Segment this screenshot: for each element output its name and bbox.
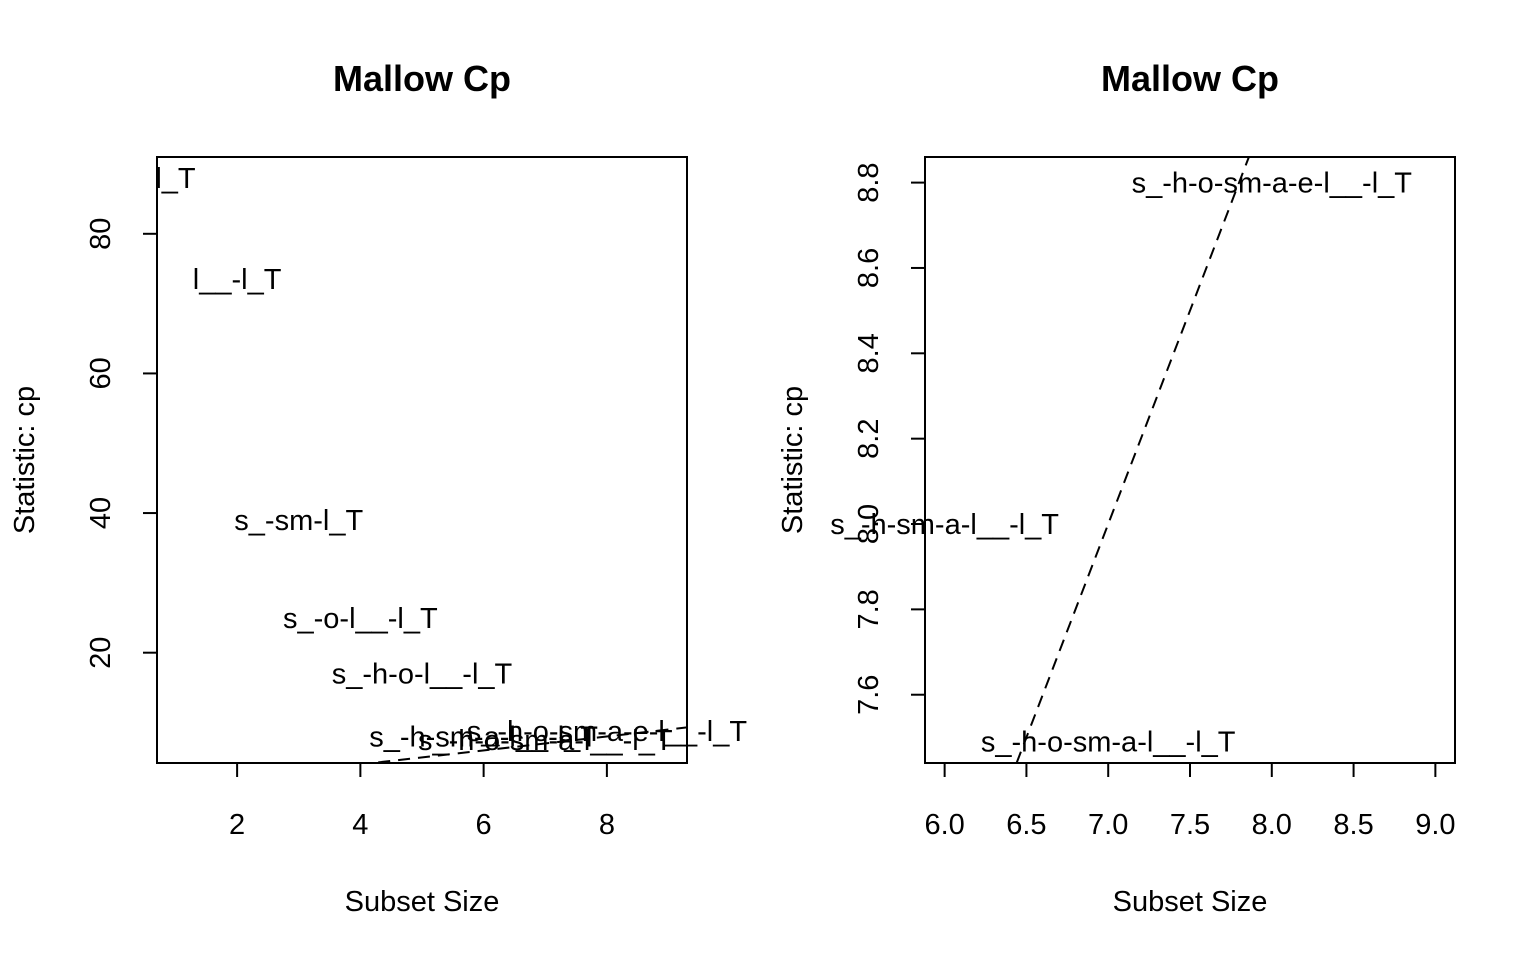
left-point-label: s_-sm-l_T (234, 505, 363, 537)
right-x-tick-label: 8.0 (1252, 809, 1292, 841)
right-y-tick-label: 8.4 (853, 333, 885, 373)
right-x-tick-label: 7.0 (1088, 809, 1128, 841)
right-y-tick-label: 8.6 (853, 248, 885, 288)
left-point-label: s_-h-sm-a-l__-l_T (369, 721, 598, 753)
right-x-tick-label: 9.0 (1415, 809, 1455, 841)
right-y-tick-label: 7.8 (853, 589, 885, 629)
left-y-ticks: 20 40 60 80 (85, 218, 157, 669)
right-y-ticks: 7.6 7.8 8.0 8.2 8.4 8.6 8.8 (853, 162, 925, 715)
left-x-tick-label: 2 (229, 809, 245, 841)
left-point-label: s_-o-l__-l_T (283, 603, 438, 635)
left-reference-line (363, 726, 687, 763)
left-point-label: s_-h-o-l__-l_T (332, 659, 513, 691)
right-point-label: s_-h-o-sm-a-e-l__-l_T (1132, 168, 1413, 200)
right-chart-panel: Mallow Cp Subset Size Statistic: cp 6.0 6… (777, 58, 1456, 918)
left-y-tick-label: 40 (85, 497, 117, 529)
left-point-label: l__-l_T (193, 264, 282, 296)
left-point-labels: l_T l__-l_T s_-sm-l_T s_-o-l__-l_T s_-h-o-l_… (155, 163, 747, 757)
left-chart-title: Mallow Cp (333, 58, 511, 99)
right-point-label: s_-h-o-sm-a-l__-l_T (981, 727, 1236, 759)
right-y-tick-label: 8.8 (853, 162, 885, 202)
left-x-tick-label: 6 (476, 809, 492, 841)
left-y-tick-label: 80 (85, 218, 117, 250)
left-y-axis-label: Statistic: cp (9, 386, 41, 534)
right-y-tick-label: 7.6 (853, 675, 885, 715)
right-x-ticks: 6.0 6.5 7.0 7.5 8.0 8.5 9.0 (924, 763, 1456, 841)
right-point-label: s_-h-sm-a-l__-l_T (830, 509, 1059, 541)
left-x-tick-label: 8 (599, 809, 615, 841)
left-x-ticks: 2 4 6 8 (229, 763, 615, 841)
left-point-label: s_-h-o-sm-a-e-l__-l_T (467, 716, 748, 748)
right-x-tick-label: 6.0 (924, 809, 964, 841)
right-x-tick-label: 7.5 (1170, 809, 1210, 841)
right-y-tick-label: 8.2 (853, 418, 885, 458)
right-point-labels: s_-h-sm-a-l__-l_T s_-h-o-sm-a-l__-l_T s_-h… (830, 168, 1412, 759)
right-plot-frame (924, 156, 1456, 764)
right-x-tick-label: 6.5 (1006, 809, 1046, 841)
left-x-tick-label: 4 (352, 809, 368, 841)
right-reference-line (1015, 157, 1250, 763)
left-chart-panel: Mallow Cp Subset Size Statistic: cp 2 4 6 8… (9, 58, 747, 918)
right-y-axis-label: Statistic: cp (777, 386, 809, 534)
left-y-tick-label: 60 (85, 357, 117, 389)
left-point-label: s_-h-o-sm-a-l__-l_T (418, 725, 673, 757)
left-plot-frame (156, 156, 688, 764)
left-y-tick-label: 20 (85, 637, 117, 669)
left-reference-dashed-line (363, 726, 687, 763)
left-x-axis-label: Subset Size (345, 886, 500, 918)
right-x-axis-label: Subset Size (1113, 886, 1268, 918)
right-chart-title: Mallow Cp (1101, 58, 1279, 99)
right-reference-dashed-line (1015, 157, 1250, 763)
left-point-label: l_T (155, 163, 196, 195)
right-y-tick-label: 8.0 (853, 504, 885, 544)
right-x-tick-label: 8.5 (1333, 809, 1373, 841)
